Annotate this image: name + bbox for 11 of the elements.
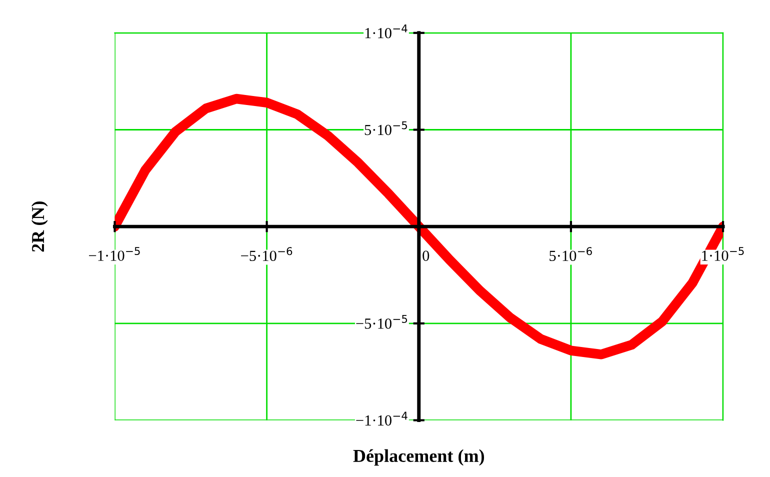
- y-tick-label: 1·10$^{−4}$: [365, 24, 408, 38]
- x-tick-label: −1·10$^{−5}$: [88, 247, 140, 261]
- y-tick-label: −1·10$^{−4}$: [356, 412, 408, 426]
- y-tick-label: 5·10$^{−5}$: [364, 121, 407, 136]
- x-tick-label: −5·10$^{−6}$: [241, 247, 292, 262]
- y-tick-label: −5·10$^{−5}$: [356, 314, 408, 329]
- x-tick-label: 1·10$^{−5}$: [702, 247, 744, 261]
- y-axis-title: 2R (N): [31, 202, 48, 252]
- x-tick-label: 0: [422, 250, 430, 261]
- x-tick-label: 5·10$^{−6}$: [550, 247, 592, 262]
- x-axis-title: Déplacement (m): [353, 449, 484, 466]
